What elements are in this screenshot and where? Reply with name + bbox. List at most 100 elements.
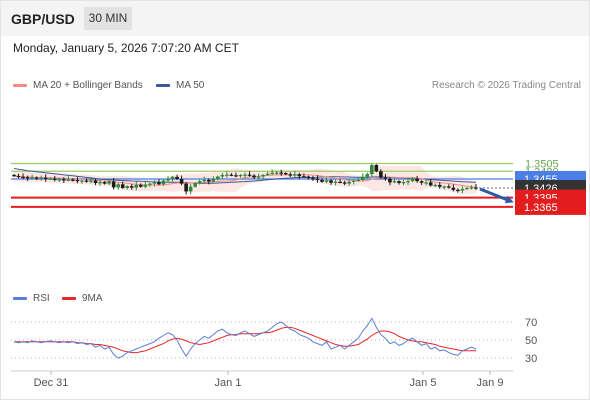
candle-body: [320, 179, 324, 182]
candle-body: [374, 165, 379, 172]
rsi-tick-label: 30: [525, 353, 537, 365]
candle-body: [383, 177, 388, 179]
candle-body: [234, 175, 238, 177]
candle-body: [379, 171, 383, 178]
candle-body: [34, 177, 39, 179]
candle-body: [338, 181, 342, 183]
candle-body: [406, 181, 410, 183]
candle-body: [370, 165, 374, 175]
x-tick-label: Dec 31: [34, 377, 69, 389]
chart-datetime: Monday, January 5, 2026 7:07:20 AM CET: [13, 41, 239, 55]
forecast-arrow: [479, 187, 514, 204]
legend-item-9ma: 9MA: [62, 293, 103, 304]
candle-body: [293, 174, 297, 176]
candle-body: [220, 174, 225, 177]
candle-body: [311, 178, 315, 180]
candle-body: [410, 178, 415, 182]
candle-body: [193, 183, 197, 187]
ma9-swatch: [62, 297, 76, 300]
rsi-tick-label: 70: [525, 317, 537, 329]
candle-body: [388, 178, 392, 183]
candle-body: [202, 179, 207, 182]
candle-body: [39, 177, 43, 179]
candle-body: [52, 178, 57, 180]
candle-body: [392, 181, 397, 183]
candle-body: [148, 183, 152, 185]
candle-body: [166, 179, 170, 181]
candle-body: [102, 182, 107, 184]
candle-body: [415, 178, 419, 182]
candle-body: [206, 179, 211, 182]
candle-body: [302, 176, 306, 178]
candle-body: [12, 174, 16, 177]
legend-item-rsi: RSI: [13, 293, 50, 304]
candle-body: [21, 176, 25, 179]
candle-body: [188, 186, 193, 192]
candle-body: [447, 186, 451, 188]
level-label: 1.3505: [525, 159, 559, 171]
candle-body: [216, 176, 220, 179]
candle-body: [456, 189, 460, 192]
level-lines: [11, 162, 513, 208]
candle-body: [30, 177, 34, 179]
legend-label-ma20: MA 20 + Bollinger Bands: [33, 80, 143, 91]
legend-item-ma20: MA 20 + Bollinger Bands: [13, 80, 143, 91]
candle-body: [474, 187, 478, 189]
time-axis: Dec 31 Jan 1 Jan 5 Jan 9: [11, 370, 513, 389]
candle-body: [25, 177, 30, 179]
legend-label-9ma: 9MA: [82, 293, 103, 304]
candle-body: [89, 180, 93, 182]
candle-body: [134, 184, 139, 188]
candle-body: [252, 175, 256, 178]
ma50-swatch: [156, 84, 170, 87]
candle-body: [170, 176, 175, 179]
candle-body: [43, 177, 48, 179]
candle-body: [57, 179, 62, 181]
candle-body: [125, 186, 130, 188]
bollinger-band: [14, 165, 476, 195]
candle-body: [329, 180, 333, 183]
ma20-swatch: [13, 84, 27, 87]
legend-item-ma50: MA 50: [156, 80, 204, 91]
candlesticks: [12, 163, 478, 195]
candle-body: [143, 184, 148, 187]
candle-body: [442, 186, 447, 188]
candle-body: [279, 172, 284, 174]
candle-body: [315, 178, 320, 180]
candle-body: [433, 184, 438, 187]
forecast-arrow-line: [479, 187, 514, 204]
candle-body: [351, 180, 356, 182]
candle-body: [16, 175, 21, 178]
candle-body: [437, 184, 442, 187]
candle-body: [469, 187, 474, 189]
candle-body: [428, 182, 433, 186]
candle-body: [460, 188, 465, 191]
candle-body: [274, 172, 279, 174]
candle-body: [306, 176, 311, 179]
rsi-swatch: [13, 297, 27, 300]
candle-body: [365, 174, 370, 177]
candle-body: [80, 180, 84, 182]
x-tick-label: Jan 5: [410, 377, 437, 389]
candle-body: [66, 179, 71, 181]
credit-text: Research © 2026 Trading Central: [431, 80, 581, 91]
rsi-line: [13, 317, 477, 359]
candle-body: [62, 179, 66, 181]
candle-body: [120, 184, 125, 188]
candle-body: [161, 180, 166, 185]
candle-body: [451, 187, 456, 190]
candle-body: [356, 179, 361, 182]
candle-body: [179, 179, 184, 184]
candle-body: [465, 187, 469, 190]
candle-body: [116, 184, 120, 188]
bollinger-fill: [14, 165, 476, 195]
candle-body: [129, 186, 134, 188]
header-bar: GBP/USD 30 MIN: [0, 0, 590, 36]
candle-body: [270, 172, 274, 174]
timeframe-button[interactable]: 30 MIN: [84, 7, 132, 30]
candle-body: [424, 182, 428, 184]
candle-body: [324, 180, 329, 182]
candle-body: [333, 181, 338, 183]
